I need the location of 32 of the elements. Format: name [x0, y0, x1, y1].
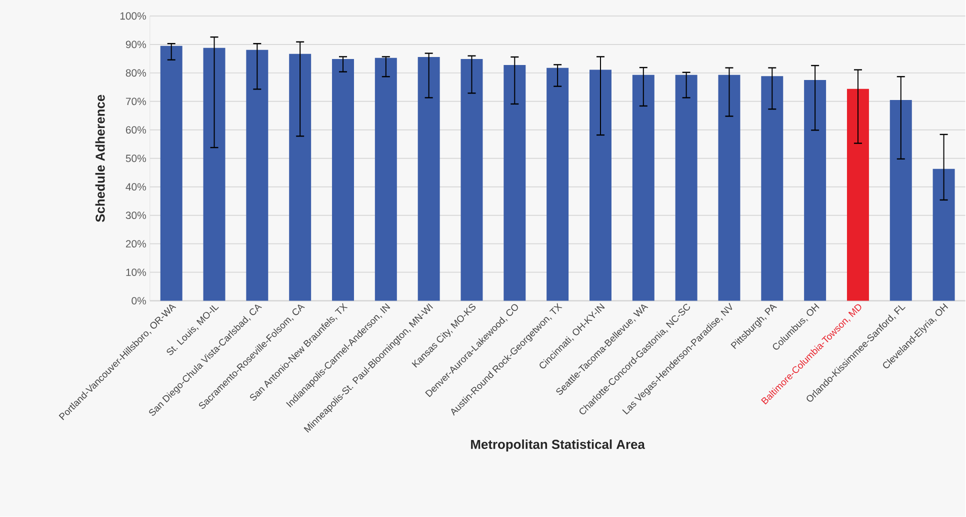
bar — [546, 68, 569, 301]
bar — [632, 75, 654, 301]
bar — [718, 75, 740, 301]
y-tick-label: 0% — [132, 297, 146, 305]
y-tick-label: 30% — [126, 212, 146, 220]
y-tick-label: 20% — [126, 240, 146, 248]
y-tick-label: 50% — [126, 154, 146, 162]
y-tick-label: 70% — [126, 98, 146, 106]
bar — [332, 59, 354, 301]
bar — [246, 50, 268, 301]
y-tick-label: 40% — [126, 183, 146, 191]
bar — [589, 70, 612, 301]
bar — [675, 75, 698, 301]
x-axis-title: Metropolitan Statistical Area — [471, 440, 646, 452]
bar — [418, 57, 440, 301]
bar — [160, 46, 182, 301]
bar — [374, 58, 397, 301]
bar — [460, 59, 483, 301]
bar — [761, 76, 784, 301]
y-tick-label: 80% — [126, 69, 146, 77]
bar — [804, 80, 826, 301]
y-axis-title: Schedule Adherence — [95, 95, 105, 222]
y-tick-label: 10% — [126, 268, 146, 276]
bar — [203, 48, 226, 301]
y-tick-label: 100% — [120, 12, 146, 20]
y-tick-label: 60% — [126, 126, 146, 134]
bar — [932, 169, 955, 301]
y-tick-label: 90% — [126, 40, 146, 48]
bar — [504, 65, 526, 301]
bar — [289, 54, 312, 301]
bar — [890, 100, 912, 301]
bar — [846, 89, 869, 301]
